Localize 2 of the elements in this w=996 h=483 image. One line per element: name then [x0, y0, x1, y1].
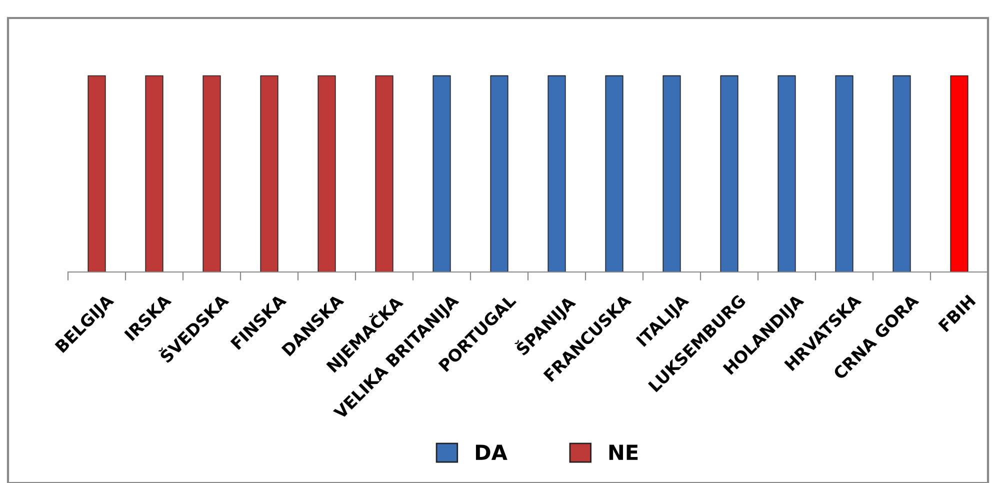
legend-label: NE: [609, 444, 638, 460]
legend-label: DA: [476, 444, 508, 460]
